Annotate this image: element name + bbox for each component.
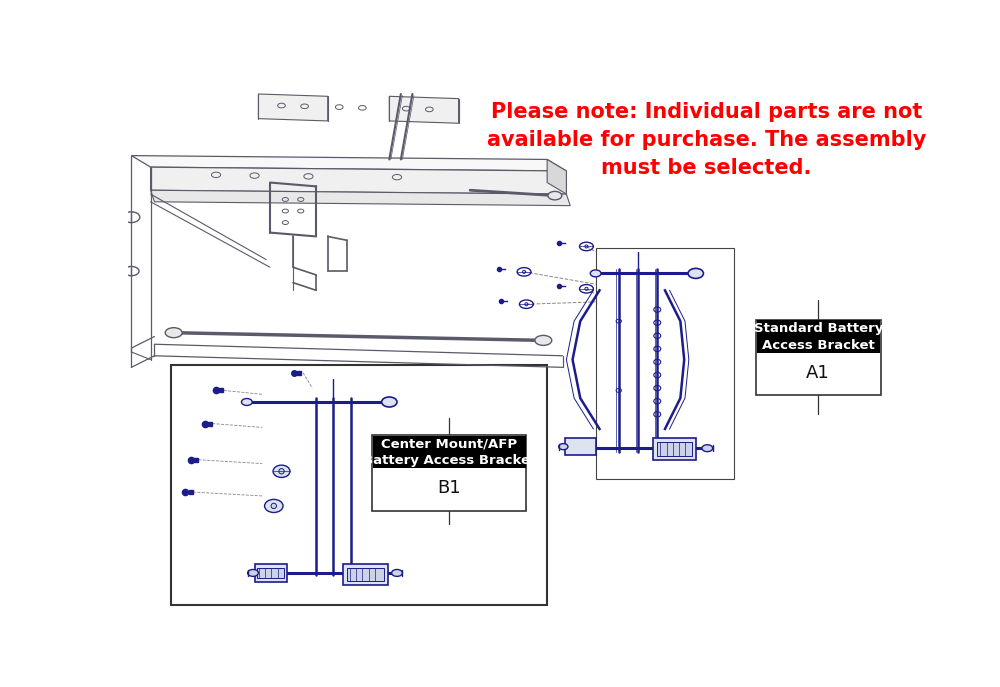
Text: Center Mount/AFP
Battery Access Bracket: Center Mount/AFP Battery Access Bracket: [363, 437, 536, 467]
Polygon shape: [151, 190, 570, 205]
Bar: [596, 248, 734, 479]
Ellipse shape: [559, 444, 568, 450]
Bar: [257, 567, 284, 578]
Ellipse shape: [273, 465, 290, 477]
Bar: [171, 365, 547, 605]
Bar: [343, 564, 388, 585]
Text: A1: A1: [806, 363, 830, 382]
Polygon shape: [389, 96, 459, 123]
Bar: [255, 564, 287, 582]
Bar: [347, 567, 384, 581]
Polygon shape: [547, 159, 566, 194]
Ellipse shape: [165, 328, 182, 338]
Ellipse shape: [382, 397, 397, 407]
Ellipse shape: [279, 469, 284, 474]
Text: Standard Battery
Access Bracket: Standard Battery Access Bracket: [754, 322, 883, 352]
Ellipse shape: [248, 570, 258, 576]
Ellipse shape: [702, 444, 713, 451]
Ellipse shape: [535, 335, 552, 346]
Ellipse shape: [271, 504, 276, 508]
Ellipse shape: [688, 269, 703, 278]
Polygon shape: [131, 155, 566, 171]
Bar: [565, 438, 596, 455]
Bar: [756, 319, 881, 395]
Ellipse shape: [392, 570, 402, 576]
Bar: [372, 435, 526, 510]
Text: Please note: Individual parts are not
available for purchase. The assembly
must : Please note: Individual parts are not av…: [487, 102, 926, 178]
Ellipse shape: [265, 499, 283, 513]
Ellipse shape: [590, 270, 601, 277]
Text: B1: B1: [438, 480, 461, 497]
Ellipse shape: [241, 398, 252, 405]
Polygon shape: [151, 167, 566, 194]
Polygon shape: [258, 94, 328, 121]
Bar: [657, 442, 692, 456]
Bar: [653, 438, 696, 460]
Bar: [757, 320, 880, 352]
Bar: [373, 436, 526, 469]
Ellipse shape: [548, 192, 562, 200]
